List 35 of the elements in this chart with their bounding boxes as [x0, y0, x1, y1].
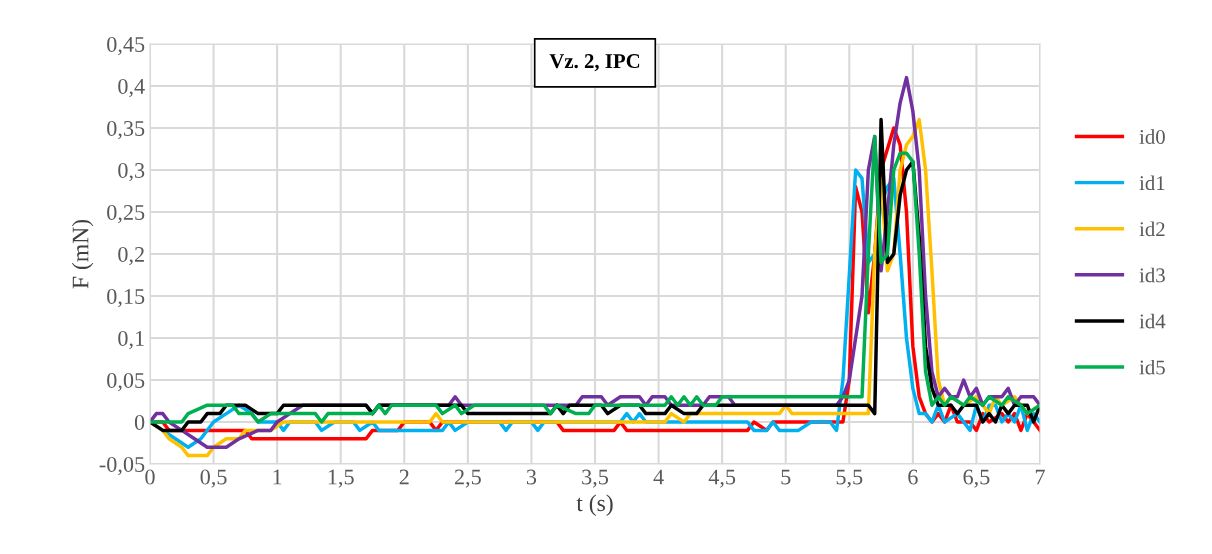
legend-label: id4 — [1139, 313, 1166, 329]
legend-label: id2 — [1139, 221, 1165, 237]
x-axis-title: t (s) — [576, 494, 613, 516]
x-tick-label: 1,5 — [328, 469, 354, 488]
x-tick-label: 7 — [1035, 469, 1045, 485]
x-tick-label: 2 — [399, 469, 409, 485]
y-tick-label: 0,45 — [107, 36, 145, 56]
y-axis-title: F (mN) — [71, 219, 94, 289]
legend-label: id1 — [1139, 175, 1165, 191]
y-tick-label: 0,3 — [118, 162, 145, 182]
y-tick-label: 0,1 — [118, 330, 144, 350]
x-tick-label: 6,5 — [963, 469, 990, 488]
legend-label: id3 — [1139, 267, 1165, 283]
x-tick-label: 4,5 — [708, 469, 736, 488]
y-tick-label: 0,25 — [107, 204, 145, 224]
x-tick-label: 5,5 — [836, 469, 863, 488]
y-tick-label: 0,4 — [118, 78, 145, 98]
x-tick-label: 5 — [781, 469, 791, 485]
y-tick-label: 0,05 — [107, 372, 145, 392]
x-tick-label: 3 — [526, 469, 537, 485]
chart-title: Vz. 2, IPC — [549, 54, 640, 72]
x-tick-label: 3,5 — [582, 469, 609, 488]
y-tick-label: 0,35 — [107, 120, 145, 140]
y-tick-label: 0,2 — [118, 246, 144, 266]
y-tick-label: 0 — [134, 414, 145, 430]
x-tick-label: 6 — [908, 469, 918, 485]
x-tick-label: 2,5 — [454, 469, 481, 488]
x-tick-label: 0,5 — [200, 469, 227, 488]
x-tick-label: 1 — [273, 469, 282, 485]
x-tick-label: 0 — [145, 469, 155, 485]
y-tick-label: 0,15 — [107, 288, 145, 308]
x-tick-label: 4 — [653, 469, 664, 485]
y-tick-label: -0,05 — [99, 456, 145, 476]
legend-label: id5 — [1139, 359, 1165, 375]
legend-label: id0 — [1139, 129, 1165, 145]
